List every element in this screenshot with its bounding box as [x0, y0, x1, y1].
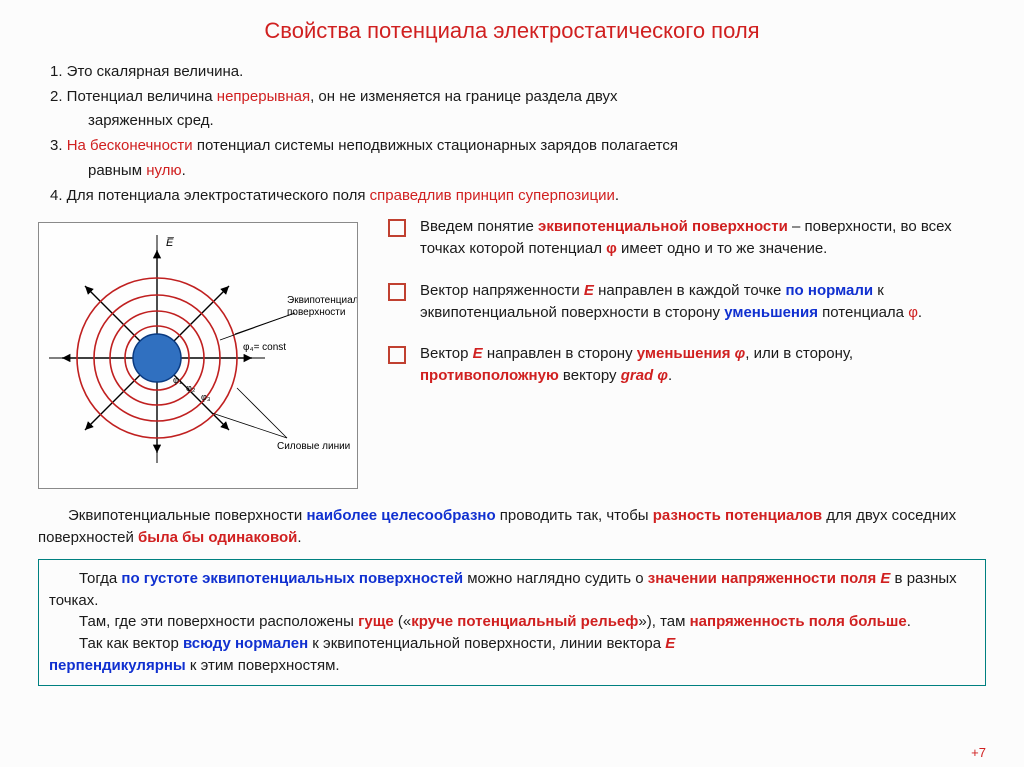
box-line-1: Тогда по густоте эквипотенциальных повер…: [49, 568, 975, 612]
diagram-phi1: φ₁: [173, 375, 182, 385]
properties-list: 1. Это скалярная величина. 2. Потенциал …: [38, 61, 986, 207]
bullet-2: Вектор напряженности Е направлен в каждо…: [388, 280, 986, 324]
equipotential-diagram: E̅ φ₁ φ₂ φ₃ φ₄= const Эквипотенциальные …: [38, 222, 358, 489]
slide-title: Свойства потенциала электростатического …: [38, 15, 986, 47]
footer-number: +7: [971, 744, 986, 763]
bullet-marker-icon: [388, 283, 406, 301]
list-item-2: 2. Потенциал величина непрерывная, он не…: [38, 86, 986, 108]
diagram-phi4: φ₄= const: [243, 342, 286, 353]
box-line-3: Так как вектор всюду нормален к эквипоте…: [49, 633, 975, 655]
list-item-3-cont: равным нулю.: [38, 160, 986, 182]
bullet-3-text: Вектор Е направлен в сторону уменьшения …: [420, 343, 986, 387]
middle-paragraph: Эквипотенциальные поверхности наиболее ц…: [38, 505, 986, 549]
bullet-marker-icon: [388, 219, 406, 237]
diagram-phi2: φ₂: [186, 383, 196, 393]
diagram-surfaces-label2: поверхности: [287, 307, 345, 318]
bullet-3: Вектор Е направлен в сторону уменьшения …: [388, 343, 986, 387]
bullet-1: Введем понятие эквипотенциальной поверхн…: [388, 216, 986, 260]
list-item-1: 1. Это скалярная величина.: [38, 61, 986, 83]
bullet-marker-icon: [388, 346, 406, 364]
box-line-4: перпендикулярны к этим поверхностям.: [49, 655, 975, 677]
bullet-1-text: Введем понятие эквипотенциальной поверхн…: [420, 216, 986, 260]
list-item-3: 3. На бесконечности потенциал системы не…: [38, 135, 986, 157]
diagram-e-label: E̅: [166, 237, 175, 249]
summary-box: Тогда по густоте эквипотенциальных повер…: [38, 559, 986, 686]
box-line-2: Там, где эти поверхности расположены гущ…: [49, 611, 975, 633]
diagram-lines-label: Силовые линии: [277, 441, 350, 452]
diagram-phi3: φ₃: [201, 392, 211, 402]
list-item-2-cont: заряженных сред.: [38, 110, 986, 132]
diagram-surfaces-label: Эквипотенциальные: [287, 295, 357, 306]
list-item-4: 4. Для потенциала электростатического по…: [38, 185, 986, 207]
bullet-2-text: Вектор напряженности Е направлен в каждо…: [420, 280, 986, 324]
